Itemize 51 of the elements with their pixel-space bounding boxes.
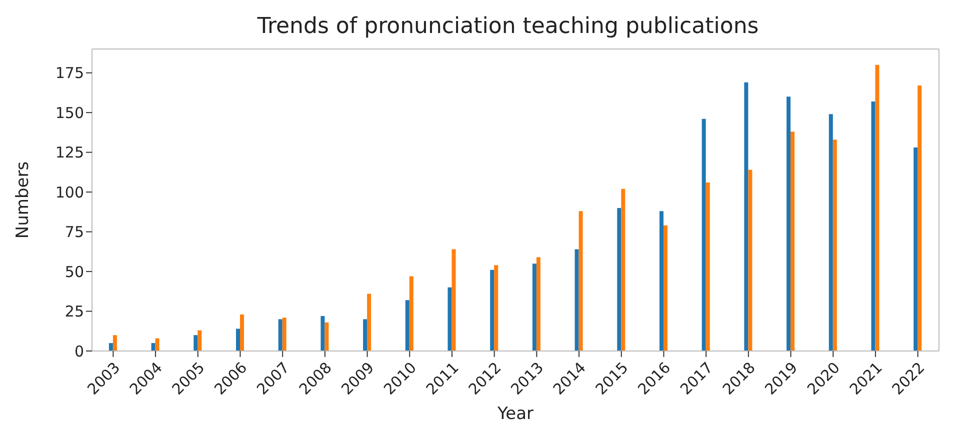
bar bbox=[194, 335, 198, 351]
bar bbox=[702, 118, 706, 351]
y-tick-label: 25 bbox=[64, 302, 84, 321]
bar bbox=[155, 338, 160, 351]
bar bbox=[744, 82, 748, 351]
y-tick-label: 75 bbox=[64, 223, 84, 242]
bar bbox=[409, 276, 414, 351]
bar bbox=[871, 101, 876, 351]
bar bbox=[324, 322, 329, 351]
bar bbox=[828, 114, 833, 351]
bar bbox=[490, 270, 494, 351]
bar bbox=[748, 170, 752, 351]
bar bbox=[706, 182, 710, 351]
bar bbox=[659, 211, 664, 351]
bar bbox=[112, 335, 117, 351]
y-tick-label: 125 bbox=[55, 144, 84, 162]
bar bbox=[151, 343, 156, 351]
bar bbox=[452, 249, 456, 351]
y-tick-label: 175 bbox=[55, 64, 84, 82]
bar bbox=[282, 318, 286, 351]
y-tick-label: 50 bbox=[64, 262, 84, 281]
y-tick-label: 150 bbox=[55, 104, 84, 122]
bar bbox=[278, 319, 282, 351]
bar bbox=[914, 148, 918, 351]
bar bbox=[494, 265, 498, 351]
bar bbox=[405, 300, 410, 351]
bar bbox=[875, 64, 880, 351]
bar bbox=[108, 343, 113, 351]
bar bbox=[198, 330, 202, 351]
bar bbox=[832, 140, 837, 351]
y-tick-label: 0 bbox=[74, 342, 84, 360]
bar bbox=[617, 208, 622, 351]
bar bbox=[918, 86, 922, 351]
bar bbox=[363, 319, 368, 351]
bar bbox=[320, 316, 325, 351]
bar bbox=[536, 257, 540, 351]
bar bbox=[240, 314, 244, 351]
x-axis-title: Year bbox=[496, 404, 534, 424]
chart-title: Trends of pronunciation teaching publications bbox=[256, 14, 760, 39]
y-tick-label: 100 bbox=[55, 183, 84, 202]
bar bbox=[663, 225, 668, 351]
bar bbox=[367, 294, 372, 351]
bar bbox=[578, 211, 583, 351]
bar bbox=[790, 132, 795, 351]
bar bbox=[448, 287, 452, 351]
y-axis-title: Numbers bbox=[13, 161, 34, 239]
bar bbox=[574, 249, 579, 351]
bar bbox=[532, 264, 536, 351]
bar bbox=[236, 328, 240, 351]
bar bbox=[621, 188, 626, 351]
bar bbox=[786, 96, 791, 351]
